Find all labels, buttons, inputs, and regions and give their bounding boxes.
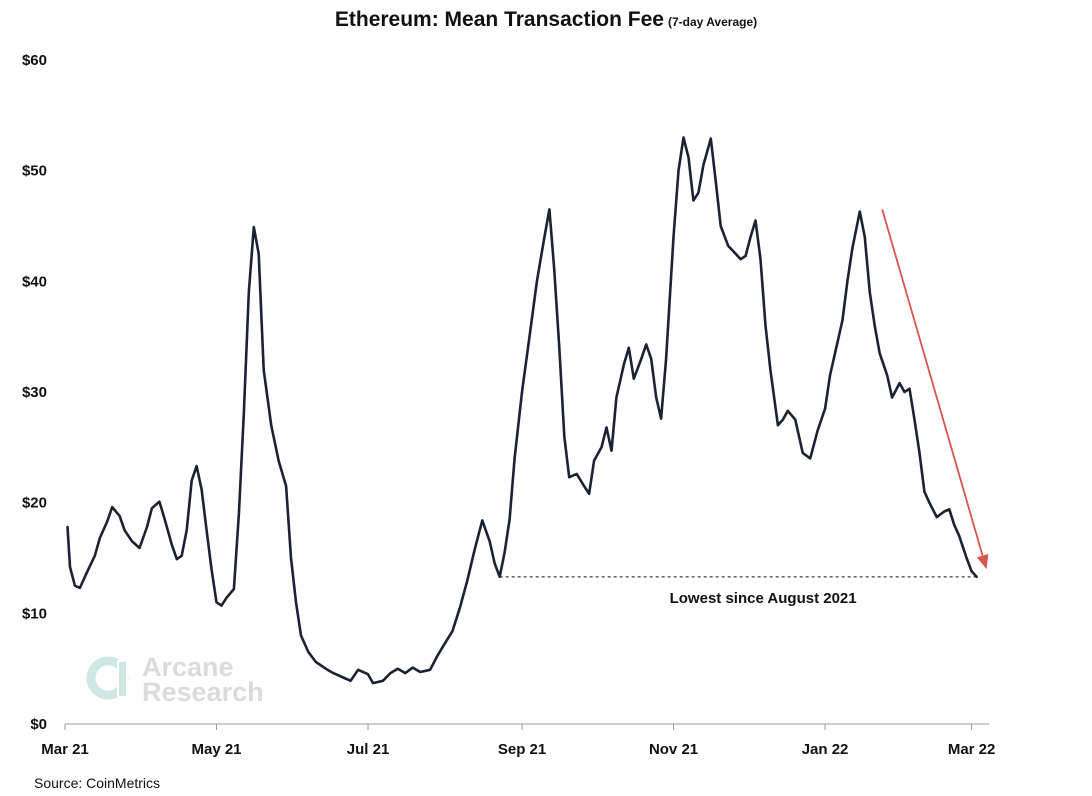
x-tick-label: Jan 22 [802,741,849,758]
reference-group: Lowest since August 2021 [499,576,977,607]
chart-title-block: Ethereum: Mean Transaction Fee (7-day Ave… [0,8,1092,32]
series-group [66,136,978,685]
y-tick-label: $40 [22,273,47,290]
watermark-line1: Arcane [142,652,234,682]
source-note: Source: CoinMetrics [34,775,161,791]
lowest-annotation: Lowest since August 2021 [670,590,857,607]
x-tick-label: Jul 21 [347,741,390,758]
y-tick-label: $20 [22,495,47,512]
x-axis: Mar 21 May 21 Jul 21 Sep 21 Nov 21 Jan 22 Mar … [41,723,996,758]
chart-title: Ethereum: Mean Transaction Fee [334,8,664,31]
arcane-logo-icon [86,656,130,700]
x-tick-label: Sep 21 [498,741,546,758]
y-tick-label: $30 [22,384,47,401]
trend-arrow-group [881,209,989,570]
x-tick-label: May 21 [191,741,241,758]
y-tick-label: $50 [22,163,47,180]
y-tick-label: $0 [30,716,47,733]
y-axis: $0 $10 $20 $30 $40 $50 $60 [22,52,47,733]
y-tick-label: $60 [22,52,47,69]
arcane-research-watermark: Arcane Research [86,652,264,707]
trend-arrow-shaft [881,209,984,556]
x-tick-label: Mar 22 [948,741,996,758]
x-tick-label: Nov 21 [649,741,698,758]
trend-arrow-head [976,553,989,570]
x-tick-label: Mar 21 [41,741,89,758]
watermark-line2: Research [142,677,264,707]
fee-series-line [66,136,978,685]
chart-subtitle: (7-day Average) [667,15,758,29]
y-tick-label: $10 [22,605,47,622]
